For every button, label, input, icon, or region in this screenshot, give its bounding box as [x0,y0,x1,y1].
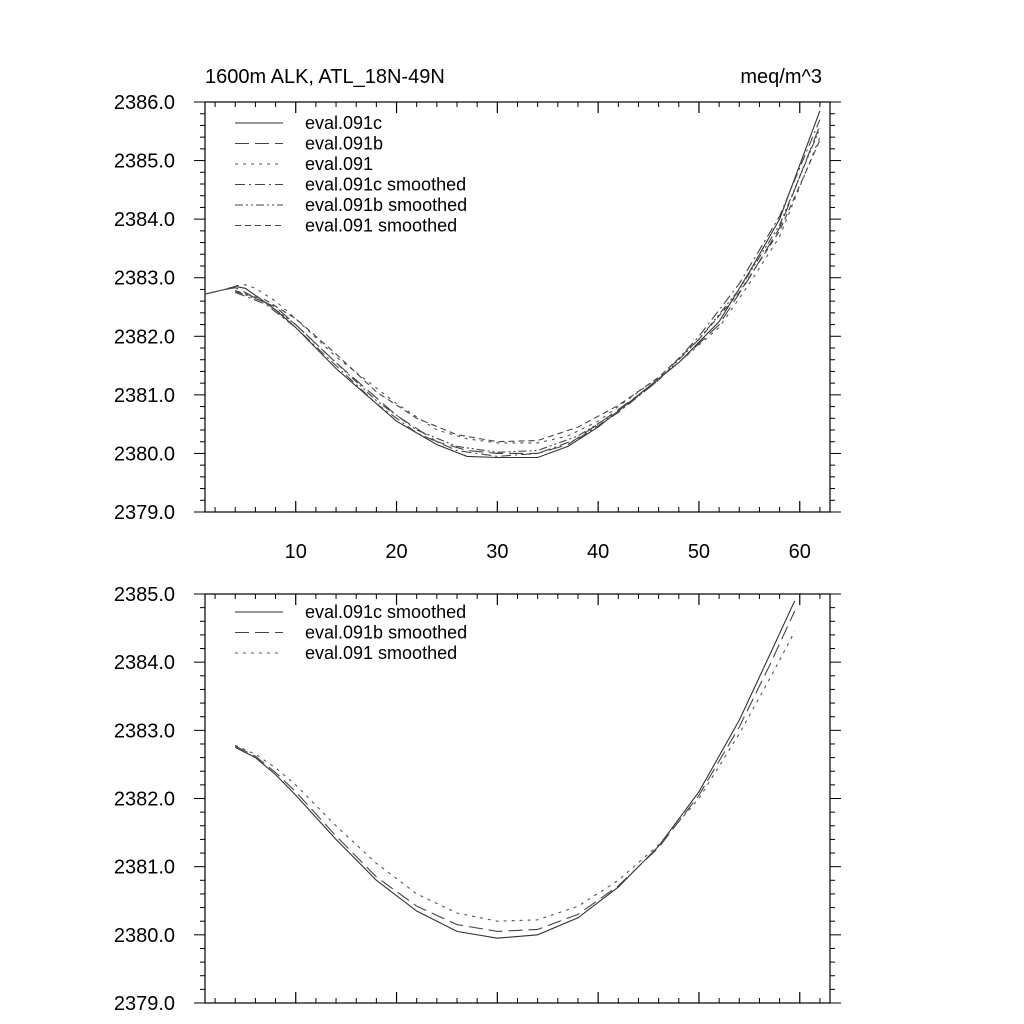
legend-label: eval.091b smoothed [305,623,467,643]
x-tick-label: 20 [385,541,407,563]
x-tick-label: 10 [285,541,307,563]
plot-frame [204,101,831,513]
y-tick-label: 2385.0 [114,151,175,173]
series-line [204,110,821,459]
y-tick-label: 2385.0 [114,584,175,606]
series-line [234,610,796,932]
y-tick-label: 2380.0 [114,443,175,465]
series-line [234,631,796,922]
y-tick-label: 2380.0 [114,925,175,947]
x-tick-label: 30 [486,541,508,563]
y-tick-label: 2383.0 [114,268,175,290]
legend-label: eval.091 [305,154,373,174]
x-tick-label: 40 [587,541,609,563]
x-tick-label: 50 [688,541,710,563]
series-line [204,136,821,444]
x-tick-label: 60 [789,541,811,563]
bottom-panel: 2379.0 2380.0 2381.0 2382.0 2383.0 2384.0 2385… [114,584,841,1015]
y-tick-label: 2386.0 [114,92,175,114]
series-line [204,125,821,454]
series-line [235,139,821,443]
y-tick-label: 2383.0 [114,720,175,742]
y-tick-label: 2382.0 [114,789,175,811]
y-tick-label: 2384.0 [114,652,175,674]
legend-label: eval.091b smoothed [305,195,467,215]
y-tick-label: 2382.0 [114,326,175,348]
y-tick-label: 2379.0 [114,502,175,524]
legend-label: eval.091 smoothed [305,643,457,663]
top-panel: 10 20 30 40 50 60 2379.0 2380.0 2381.0 2382.0 2383… [114,66,841,563]
y-tick-label: 2384.0 [114,209,175,231]
units-label: meq/m^3 [740,66,822,88]
legend-label: eval.091b [305,134,383,154]
legend-label: eval.091c smoothed [305,602,466,622]
series-line [234,600,796,939]
chart-title: 1600m ALK, ATL_18N-49N [205,66,445,88]
y-tick-label: 2381.0 [114,385,175,407]
legend-label: eval.091c [305,113,382,133]
legend-label: eval.091 smoothed [305,216,457,236]
legend-label: eval.091c smoothed [305,175,466,195]
y-tick-label: 2379.0 [114,993,175,1015]
y-tick-label: 2381.0 [114,857,175,879]
